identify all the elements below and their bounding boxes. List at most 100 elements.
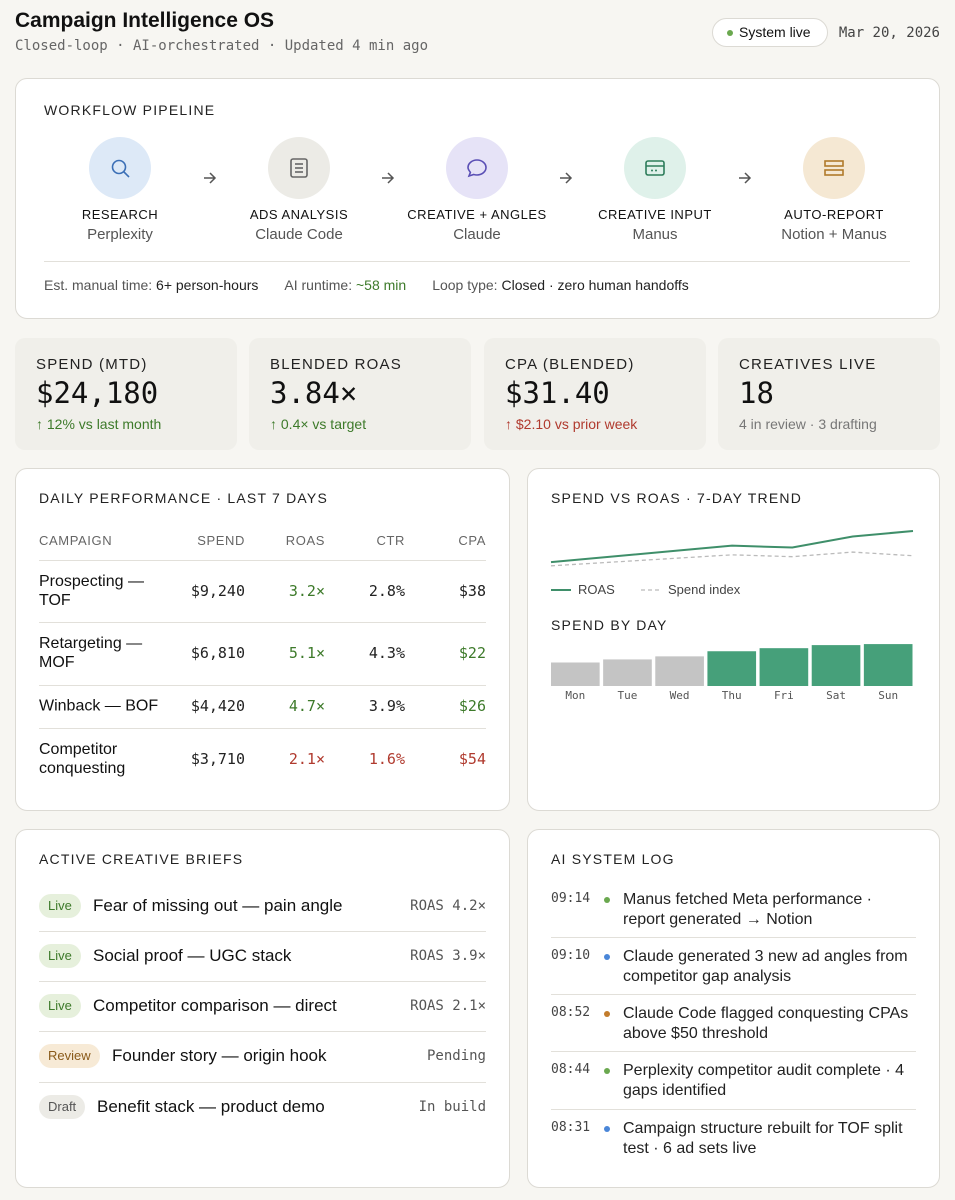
bars-title: SPEND BY DAY <box>551 617 668 633</box>
step-icon-bg <box>803 137 865 199</box>
brief-metric: In build <box>418 1099 486 1115</box>
status-badge: Review <box>39 1044 100 1068</box>
table-cell: 2.1× <box>288 750 325 768</box>
page-title: Campaign Intelligence OS <box>15 9 275 32</box>
campaign-name: Prospecting — TOF <box>39 573 144 609</box>
table-cell: $54 <box>458 750 486 768</box>
icon <box>824 169 844 176</box>
bar-label: Sun <box>878 689 899 702</box>
log-time: 09:14 <box>551 891 591 906</box>
bar <box>863 644 913 686</box>
arrow <box>560 172 573 184</box>
log-text: Claude Code flagged conquesting CPAs abo… <box>623 1005 909 1042</box>
status-badge: Draft <box>39 1095 86 1119</box>
divider <box>39 560 486 561</box>
table-cell: 2.8% <box>368 582 405 600</box>
bar-label: Mon <box>565 689 586 702</box>
column-header: ROAS <box>285 533 325 548</box>
kpi-label: BLENDED ROAS <box>270 356 402 373</box>
arrow <box>382 172 395 184</box>
kpi-label: SPEND (MTD) <box>36 356 148 373</box>
step-icon <box>467 159 487 178</box>
arrow <box>560 172 573 184</box>
log-text: Campaign structure rebuilt for TOF split… <box>623 1120 903 1157</box>
footer-label: AI runtime: <box>284 277 353 293</box>
log-time: 09:10 <box>551 948 591 963</box>
table-cell: $3,710 <box>190 750 245 768</box>
divider <box>44 261 910 262</box>
divider <box>39 1031 486 1032</box>
campaign-name: Competitor conquesting <box>39 741 126 777</box>
divider <box>551 1109 916 1110</box>
status-badge: Live <box>39 944 81 968</box>
step-tool: Perplexity <box>87 226 153 243</box>
arrow <box>738 172 751 184</box>
log-text: Manus fetched Meta performance · report … <box>623 891 873 928</box>
brief-metric: Pending <box>426 1048 486 1064</box>
step-name: CREATIVE + ANGLES <box>407 207 547 222</box>
log-dot <box>604 897 610 903</box>
brief-name: Social proof — UGC stack <box>93 946 292 965</box>
divider <box>39 1082 486 1083</box>
legend-label: ROAS <box>578 582 615 597</box>
log-dot <box>604 1011 610 1017</box>
campaign-name: Winback — BOF <box>39 697 159 715</box>
kpi-label: CPA (BLENDED) <box>505 356 635 373</box>
table-cell: $6,810 <box>190 644 245 662</box>
log-time: 08:31 <box>551 1120 591 1135</box>
arrow <box>382 172 395 184</box>
table-cell: $9,240 <box>190 582 245 600</box>
kpi-card <box>15 338 237 450</box>
table-cell: $26 <box>458 697 486 715</box>
brief-name: Fear of missing out — pain angle <box>93 896 343 915</box>
arrow <box>203 172 216 184</box>
step-tool: Claude Code <box>255 226 343 243</box>
footer-item: AI runtime: ~58 min <box>284 277 406 293</box>
footer-value: ~58 min <box>355 277 407 293</box>
bar <box>811 645 861 686</box>
step-icon <box>824 160 844 176</box>
footer-label: Loop type: <box>432 277 498 293</box>
log-text: Perplexity competitor audit complete · 4… <box>623 1062 905 1099</box>
kpi-card <box>484 338 706 450</box>
bar <box>655 656 704 686</box>
table-cell: 4.7× <box>288 697 325 715</box>
log-dot <box>604 1068 610 1074</box>
divider <box>551 994 916 995</box>
table-title: DAILY PERFORMANCE · LAST 7 DAYS <box>39 490 329 506</box>
trend-card <box>527 468 940 811</box>
kpi-card <box>249 338 471 450</box>
table-cell: $22 <box>458 644 486 662</box>
log-dot <box>604 1126 610 1132</box>
briefs-card <box>15 829 510 1188</box>
log-time: 08:44 <box>551 1062 591 1077</box>
icon <box>290 158 308 178</box>
arrow <box>203 172 216 184</box>
trend-line <box>550 530 914 564</box>
divider <box>551 937 916 938</box>
divider <box>39 685 486 686</box>
table-cell: 3.2× <box>288 582 325 600</box>
bar-label: Thu <box>721 689 742 702</box>
kpi-delta: ↑ $2.10 vs prior week <box>505 416 638 432</box>
step-icon-bg <box>624 137 686 199</box>
kpi-delta: 4 in review · 3 drafting <box>739 416 877 432</box>
footer-item: Est. manual time: 6+ person-hours <box>44 277 258 293</box>
bar-label: Wed <box>669 689 690 702</box>
column-header: CPA <box>458 533 486 548</box>
step-icon-bg <box>89 137 151 199</box>
step-name: AUTO-REPORT <box>784 207 884 222</box>
brief-metric: ROAS 2.1× <box>410 998 486 1014</box>
table-card <box>15 468 510 811</box>
divider <box>39 622 486 623</box>
step-icon-bg <box>446 137 508 199</box>
table-cell: 4.3% <box>368 644 405 662</box>
icon <box>467 159 487 178</box>
bar <box>603 659 652 686</box>
step-tool: Notion + Manus <box>781 226 887 243</box>
log-text: Claude generated 3 new ad angles from co… <box>623 948 908 985</box>
kpi-delta: ↑ 12% vs last month <box>36 416 162 432</box>
column-header: CAMPAIGN <box>39 533 113 548</box>
icon <box>123 171 130 178</box>
column-header: SPEND <box>197 533 245 548</box>
